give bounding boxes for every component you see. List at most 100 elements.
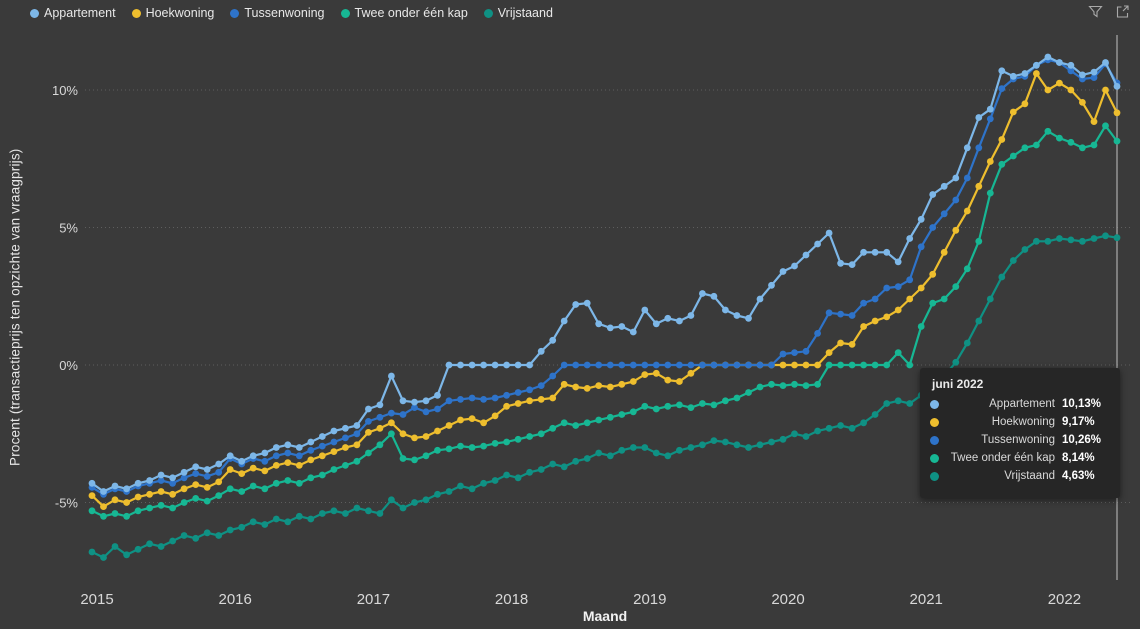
data-point bbox=[1102, 232, 1109, 240]
data-point bbox=[1102, 86, 1109, 94]
x-tick-label: 2015 bbox=[80, 591, 113, 608]
data-point bbox=[480, 479, 487, 487]
legend-item-1[interactable]: Appartement bbox=[30, 6, 116, 20]
data-point bbox=[560, 463, 568, 471]
data-point bbox=[480, 442, 487, 450]
data-point bbox=[722, 397, 729, 405]
data-point bbox=[595, 320, 603, 328]
data-point bbox=[307, 446, 315, 454]
data-point bbox=[123, 512, 130, 520]
data-point bbox=[169, 490, 177, 498]
tooltip-series-label: Vrijstaand bbox=[1004, 470, 1055, 482]
data-point bbox=[514, 400, 522, 407]
data-point bbox=[848, 424, 856, 432]
data-point bbox=[560, 361, 568, 369]
data-point bbox=[123, 485, 130, 493]
data-point bbox=[606, 324, 614, 332]
data-point bbox=[434, 490, 441, 498]
data-point bbox=[952, 283, 960, 290]
data-point bbox=[1033, 61, 1040, 69]
data-point bbox=[998, 160, 1006, 168]
data-point bbox=[929, 191, 937, 198]
data-point bbox=[249, 482, 257, 490]
data-point bbox=[238, 470, 246, 477]
legend-dot bbox=[340, 8, 350, 18]
data-point bbox=[860, 361, 867, 369]
data-point bbox=[330, 507, 338, 515]
data-point bbox=[860, 419, 867, 427]
data-point bbox=[134, 479, 142, 487]
data-point bbox=[422, 408, 430, 416]
data-point bbox=[111, 482, 119, 490]
data-point bbox=[445, 361, 453, 369]
data-point bbox=[146, 540, 154, 548]
data-point bbox=[353, 504, 361, 512]
data-point bbox=[572, 457, 580, 465]
data-point bbox=[1102, 59, 1109, 66]
legend-item-4[interactable]: Twee onder één kap bbox=[340, 6, 468, 20]
data-point bbox=[618, 380, 626, 388]
data-point bbox=[342, 444, 349, 451]
data-point bbox=[894, 397, 902, 405]
data-point bbox=[1079, 237, 1086, 245]
data-point bbox=[1033, 141, 1040, 149]
data-point bbox=[434, 405, 441, 413]
data-point bbox=[261, 485, 269, 493]
data-point bbox=[618, 323, 626, 330]
data-point bbox=[606, 383, 614, 391]
data-point bbox=[1033, 237, 1040, 245]
data-point bbox=[975, 237, 983, 245]
data-point bbox=[791, 380, 798, 388]
data-point bbox=[848, 341, 856, 348]
data-point bbox=[652, 361, 660, 369]
data-point bbox=[169, 474, 177, 482]
data-point bbox=[860, 299, 867, 307]
data-point bbox=[365, 429, 372, 436]
data-point bbox=[146, 504, 154, 512]
tooltip-row: Twee onder één kap 8,14% bbox=[930, 452, 1108, 465]
data-point bbox=[687, 312, 695, 319]
data-point bbox=[837, 339, 844, 347]
data-point bbox=[572, 383, 580, 391]
data-point bbox=[307, 515, 315, 523]
data-point bbox=[215, 532, 223, 539]
data-point bbox=[1056, 79, 1063, 87]
legend-item-2[interactable]: Hoekwoning bbox=[131, 6, 214, 20]
data-point bbox=[848, 361, 856, 369]
data-point bbox=[975, 144, 983, 152]
data-point bbox=[1113, 109, 1121, 117]
x-tick-label: 2022 bbox=[1048, 591, 1081, 608]
data-point bbox=[1079, 99, 1086, 106]
data-point bbox=[203, 529, 211, 537]
data-point bbox=[157, 488, 165, 495]
data-point bbox=[963, 207, 971, 215]
data-point bbox=[445, 445, 453, 453]
data-point bbox=[503, 471, 510, 479]
tooltip-row: Vrijstaand 4,63% bbox=[930, 470, 1108, 483]
data-point bbox=[825, 309, 833, 317]
filter-icon[interactable] bbox=[1088, 4, 1103, 19]
data-point bbox=[952, 196, 960, 204]
data-point bbox=[894, 258, 902, 266]
data-point bbox=[88, 548, 96, 556]
data-point bbox=[848, 312, 856, 319]
data-point bbox=[503, 361, 510, 369]
data-point bbox=[411, 456, 418, 464]
data-point bbox=[1079, 71, 1086, 79]
data-point bbox=[779, 382, 787, 389]
data-point bbox=[1009, 257, 1017, 264]
legend-item-3[interactable]: Tussenwoning bbox=[230, 6, 325, 20]
data-point bbox=[272, 444, 280, 451]
data-point bbox=[940, 248, 948, 256]
data-point bbox=[629, 408, 637, 416]
data-point bbox=[318, 471, 326, 479]
y-tick-label: 5% bbox=[59, 221, 78, 236]
data-point bbox=[192, 481, 200, 488]
data-point bbox=[779, 361, 787, 369]
legend-item-5[interactable]: Vrijstaand bbox=[483, 6, 553, 20]
tooltip-series-value: 4,63% bbox=[1062, 470, 1095, 482]
data-point bbox=[503, 391, 510, 399]
focus-mode-icon[interactable] bbox=[1115, 4, 1130, 19]
data-point bbox=[238, 523, 246, 531]
